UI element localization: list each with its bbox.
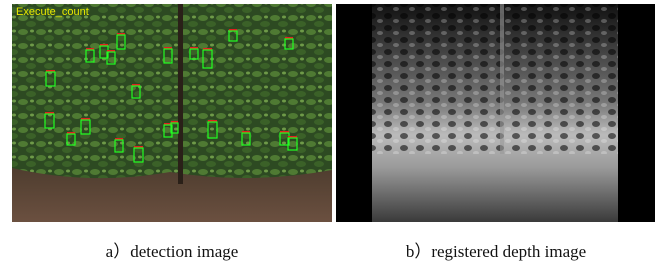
figure: Execute_count a）detection image b）regist… xyxy=(0,0,670,266)
caption: a）detection image xyxy=(106,242,239,261)
detection-image: Execute_count xyxy=(12,4,332,222)
depth-image xyxy=(336,4,655,222)
caption: b）registered depth image xyxy=(406,242,586,261)
overlay-text: Execute_count xyxy=(16,6,89,18)
page: Execute_count a）detection image b）regist… xyxy=(0,0,670,266)
